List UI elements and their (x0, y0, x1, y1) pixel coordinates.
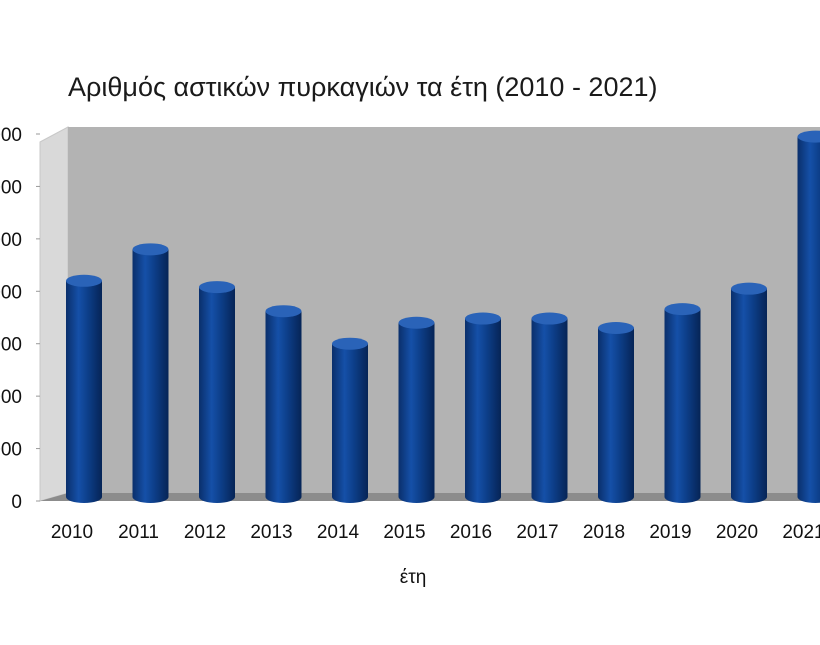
bar (598, 321, 634, 503)
bar (731, 282, 767, 503)
x-tick-label: 2019 (649, 522, 691, 543)
bar-body (132, 249, 169, 503)
bar (398, 316, 435, 503)
bar-body (797, 136, 820, 503)
bar-body (199, 287, 235, 503)
y-tick-label: 000 (0, 125, 22, 146)
bar-body (332, 343, 368, 503)
y-tick-label: 0 (11, 492, 22, 513)
bar-top (132, 243, 169, 256)
bar-body (531, 318, 568, 503)
bar (132, 243, 169, 503)
x-tick-label: 2013 (250, 522, 292, 543)
bar-body (66, 280, 102, 503)
bar-body (731, 288, 767, 503)
y-axis-ticks: 0000000000000000000000 (0, 125, 40, 513)
y-tick-label: 000 (0, 282, 22, 303)
y-tick-label: 000 (0, 335, 22, 356)
bar (265, 305, 302, 503)
y-tick-label: 000 (0, 440, 22, 461)
x-tick-label: 2011 (118, 522, 159, 543)
x-tick-label: 2016 (450, 522, 492, 543)
bar-top (797, 130, 820, 143)
bar-top (731, 282, 767, 295)
bar-body (598, 327, 634, 503)
bar-top (265, 305, 302, 318)
bar-top (199, 281, 235, 294)
x-tick-label: 2012 (184, 522, 226, 543)
bars (66, 130, 820, 503)
back-wall (68, 127, 820, 493)
x-tick-label: 2020 (716, 522, 758, 543)
bar-body (664, 309, 701, 503)
bar (66, 274, 102, 503)
x-tick-label: 2018 (583, 522, 625, 543)
bar-top (332, 337, 368, 350)
chart-title: Αριθμός αστικών πυρκαγιών τα έτη (2010 -… (68, 72, 658, 102)
bar (332, 337, 368, 503)
x-tick-label: 2021 (782, 522, 820, 543)
side-wall (39, 126, 69, 502)
bar-top (664, 303, 701, 316)
bar (797, 130, 820, 503)
y-tick-label: 000 (0, 177, 22, 198)
x-tick-label: 2015 (383, 522, 425, 543)
bar-body (398, 322, 435, 503)
bar (199, 281, 235, 503)
y-tick-label: 000 (0, 230, 22, 251)
bar (465, 312, 501, 503)
bar-top (531, 312, 568, 325)
x-axis-title: έτη (400, 567, 427, 588)
bar-top (66, 274, 102, 287)
bar-body (265, 311, 302, 503)
x-tick-label: 2017 (516, 522, 558, 543)
bar-top (598, 321, 634, 334)
bar-body (465, 318, 501, 503)
bar-top (398, 316, 435, 329)
bar-top (465, 312, 501, 325)
x-axis-ticks: 2010 2011 2012 2013 2014 2015 2016 2017 2018 2019… (51, 522, 820, 543)
bar (531, 312, 568, 503)
x-tick-label: 2014 (317, 522, 360, 543)
x-tick-label: 2010 (51, 522, 93, 543)
bar (664, 303, 701, 503)
y-tick-label: 000 (0, 387, 22, 408)
